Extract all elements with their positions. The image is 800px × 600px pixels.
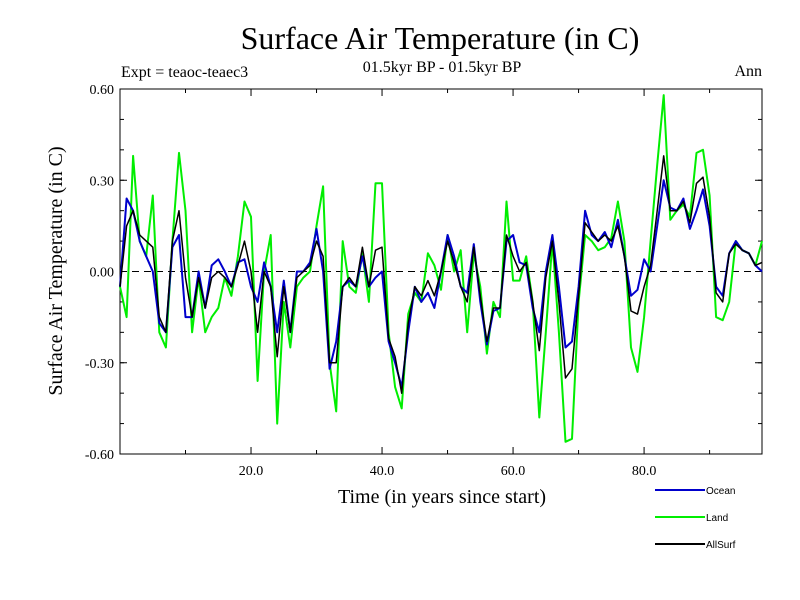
chart-title: Surface Air Temperature (in C) bbox=[241, 20, 640, 56]
y-tick-label: 0.30 bbox=[90, 174, 115, 189]
legend-label-ocean: Ocean bbox=[706, 486, 735, 497]
season-label: Ann bbox=[734, 63, 762, 80]
x-tick-label: 80.0 bbox=[632, 464, 657, 479]
x-axis-label: Time (in years since start) bbox=[338, 486, 546, 508]
series-line-land bbox=[119, 94, 763, 443]
y-tick-label: 0.60 bbox=[90, 83, 115, 98]
x-tick-label: 20.0 bbox=[239, 464, 264, 479]
x-tick-labels: 20.0 40.0 60.0 80.0 bbox=[239, 464, 657, 479]
y-tick-labels: -0.60 -0.30 0.00 0.30 0.60 bbox=[85, 83, 114, 463]
axis-ticks bbox=[120, 88, 762, 455]
legend-label-allsurf: AllSurf bbox=[706, 540, 736, 551]
x-tick-label: 60.0 bbox=[501, 464, 526, 479]
y-tick-label: -0.30 bbox=[85, 357, 114, 372]
y-tick-label: 0.00 bbox=[90, 266, 115, 281]
legend-label-land: Land bbox=[706, 513, 728, 524]
plot-area bbox=[119, 88, 763, 455]
series-line-allsurf bbox=[119, 155, 763, 394]
y-tick-label: -0.60 bbox=[85, 448, 114, 463]
chart-subtitle: 01.5kyr BP - 01.5kyr BP bbox=[363, 59, 522, 76]
experiment-label: Expt = teaoc-teaec3 bbox=[121, 64, 248, 81]
series-lines bbox=[119, 94, 763, 443]
y-axis-label: Surface Air Temperature (in C) bbox=[45, 146, 67, 395]
legend: Ocean Land AllSurf bbox=[655, 486, 736, 551]
x-tick-label: 40.0 bbox=[370, 464, 395, 479]
